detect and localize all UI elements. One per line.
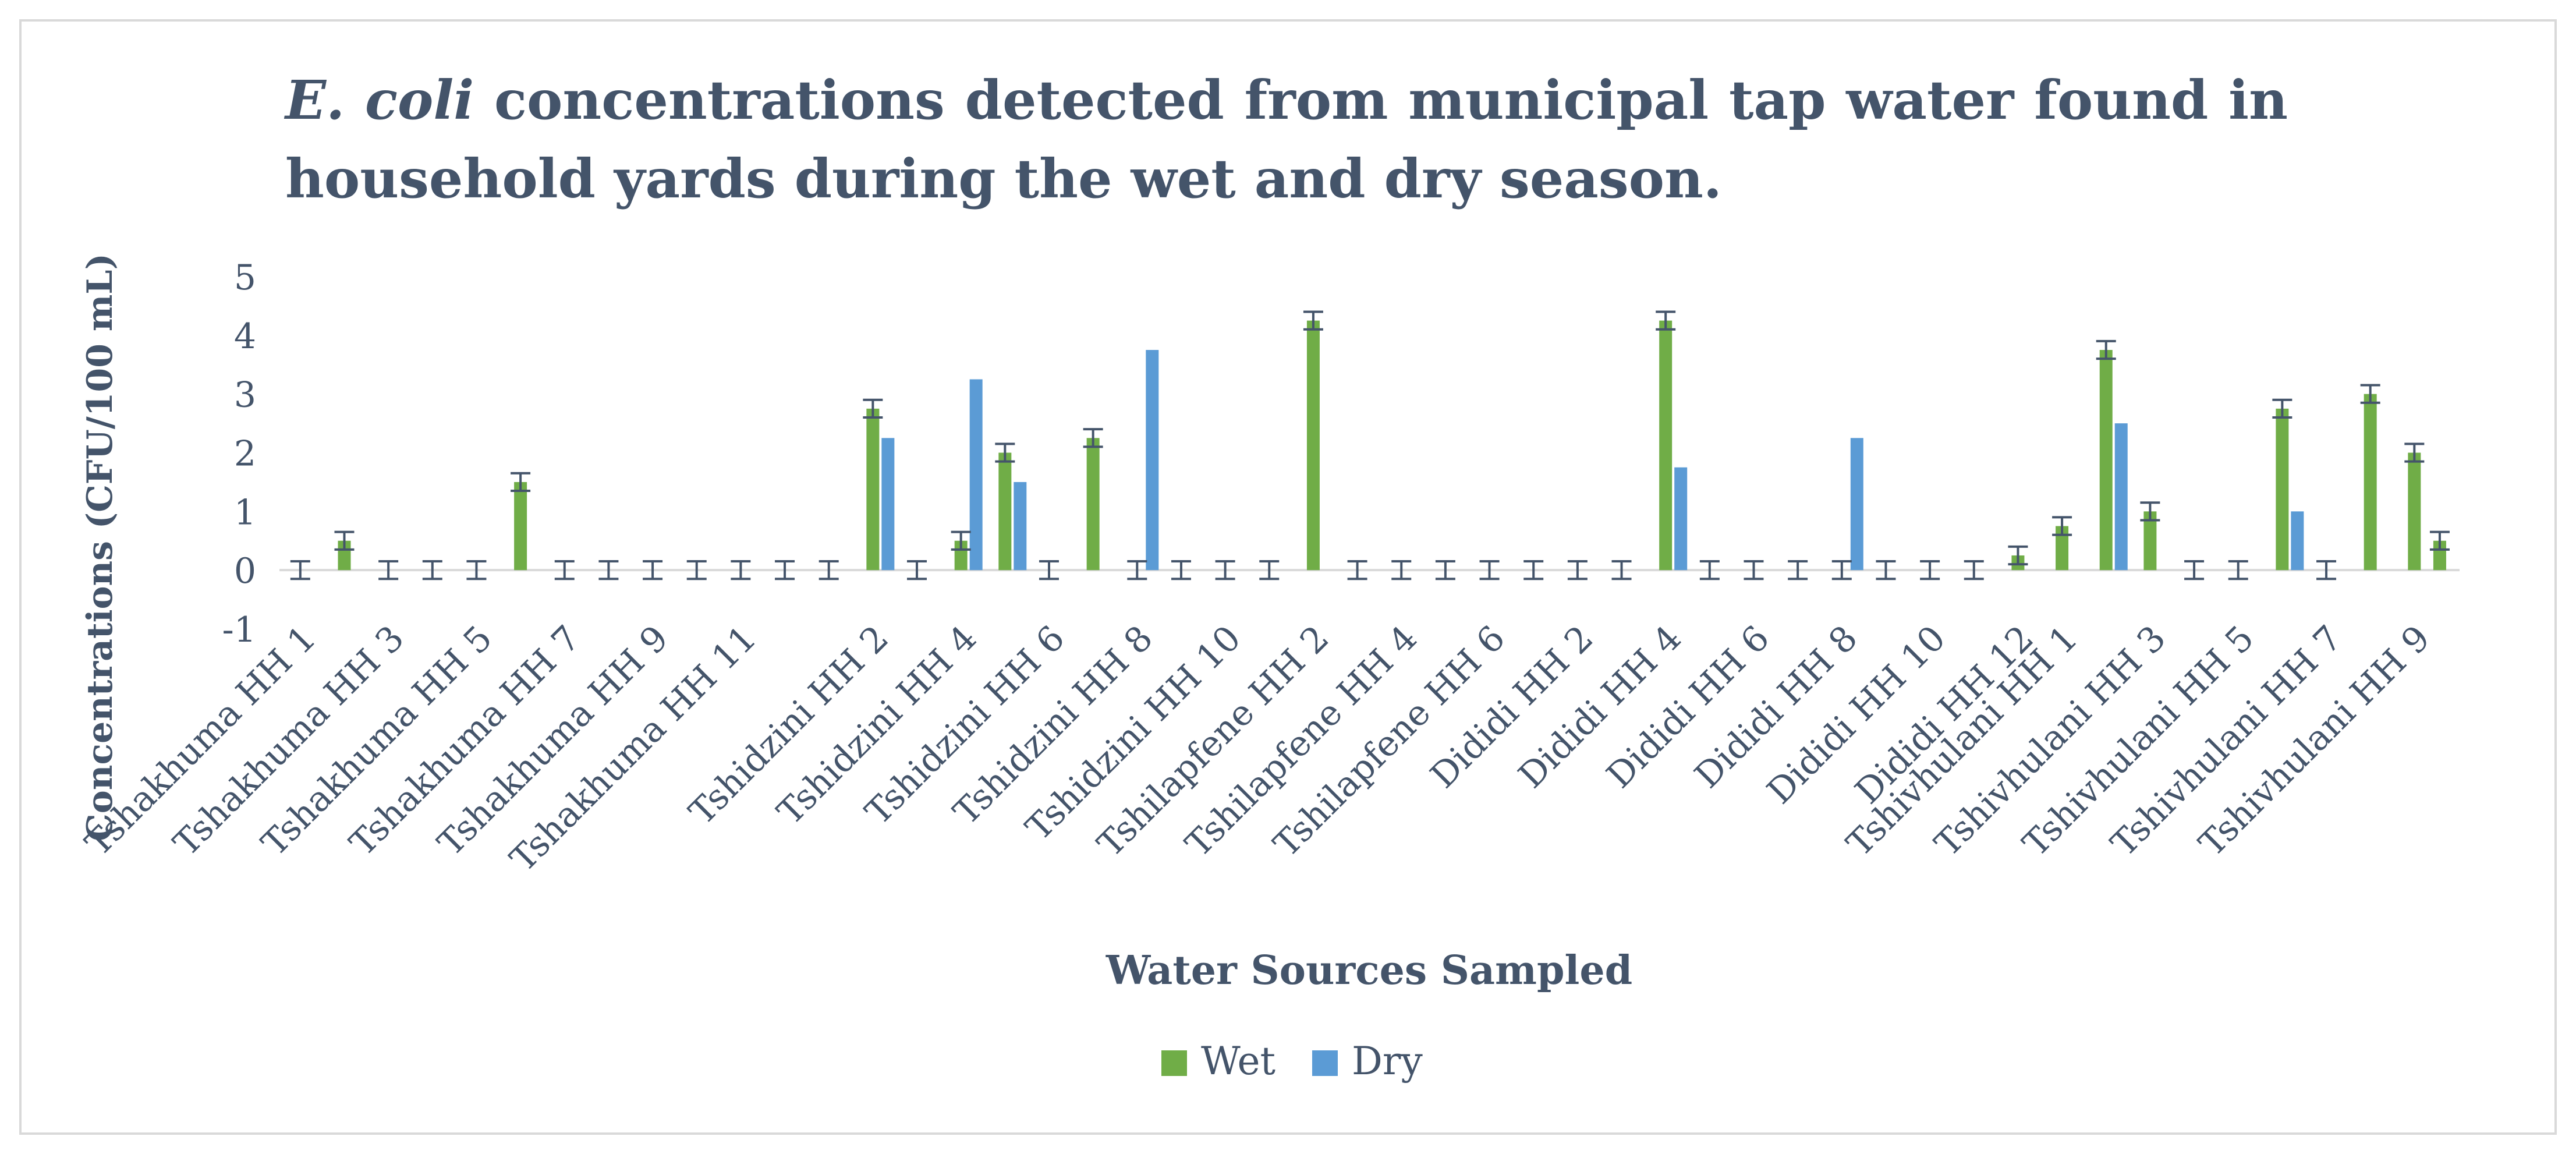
x-axis-title: Water Sources Sampled bbox=[1105, 947, 1632, 994]
legend-swatch-dry bbox=[1312, 1050, 1338, 1076]
y-tick-label: 5 bbox=[234, 257, 256, 298]
bar-dry bbox=[1146, 350, 1159, 571]
title-organism: E. coli bbox=[285, 69, 474, 132]
bar-dry bbox=[1014, 482, 1027, 571]
bar-wet bbox=[2276, 408, 2289, 571]
bar-wet bbox=[954, 540, 968, 571]
bar-wet bbox=[1086, 438, 1100, 571]
bar-wet bbox=[2056, 526, 2069, 571]
bar-wet bbox=[514, 482, 527, 571]
y-tick-label: 2 bbox=[234, 434, 256, 475]
bar-dry bbox=[2114, 423, 2128, 571]
y-tick-label: 0 bbox=[234, 551, 256, 592]
wet-series bbox=[338, 320, 2446, 571]
bar-wet bbox=[338, 540, 351, 571]
y-tick-label: -1 bbox=[222, 610, 256, 650]
bar-dry bbox=[969, 379, 983, 571]
legend: Wet Dry bbox=[1161, 1039, 1423, 1084]
bar-wet bbox=[2364, 394, 2377, 571]
bar-wet bbox=[1659, 320, 1673, 571]
bar-wet bbox=[866, 408, 880, 571]
chart-title: E. coli concentrations detected from mun… bbox=[285, 61, 2288, 218]
legend-swatch-wet bbox=[1161, 1050, 1187, 1076]
bar-dry bbox=[2291, 511, 2304, 571]
legend-label-wet: Wet bbox=[1201, 1039, 1275, 1084]
y-axis-title: Concentrations (CFU/100 mL) bbox=[80, 253, 121, 841]
y-tick-label: 1 bbox=[234, 492, 256, 533]
legend-label-dry: Dry bbox=[1352, 1039, 1423, 1084]
bar-wet bbox=[2433, 540, 2446, 571]
bar-wet bbox=[2099, 350, 2113, 571]
y-axis: -1 0 1 2 3 4 5 bbox=[222, 257, 256, 650]
bar-wet bbox=[2143, 511, 2157, 571]
y-tick-label: 4 bbox=[234, 316, 256, 357]
bar-dry bbox=[881, 438, 895, 571]
bar-wet bbox=[2408, 452, 2421, 571]
y-tick-label: 3 bbox=[234, 375, 256, 416]
bar-wet bbox=[998, 452, 1012, 571]
bar-dry bbox=[1674, 467, 1688, 571]
dry-series bbox=[881, 350, 2304, 571]
bar-wet bbox=[1306, 320, 1320, 571]
error-bars bbox=[290, 310, 2450, 580]
chart-frame bbox=[19, 19, 2557, 1135]
bar-dry bbox=[1850, 438, 1863, 571]
title-text: concentrations detected from municipal t… bbox=[285, 69, 2288, 210]
